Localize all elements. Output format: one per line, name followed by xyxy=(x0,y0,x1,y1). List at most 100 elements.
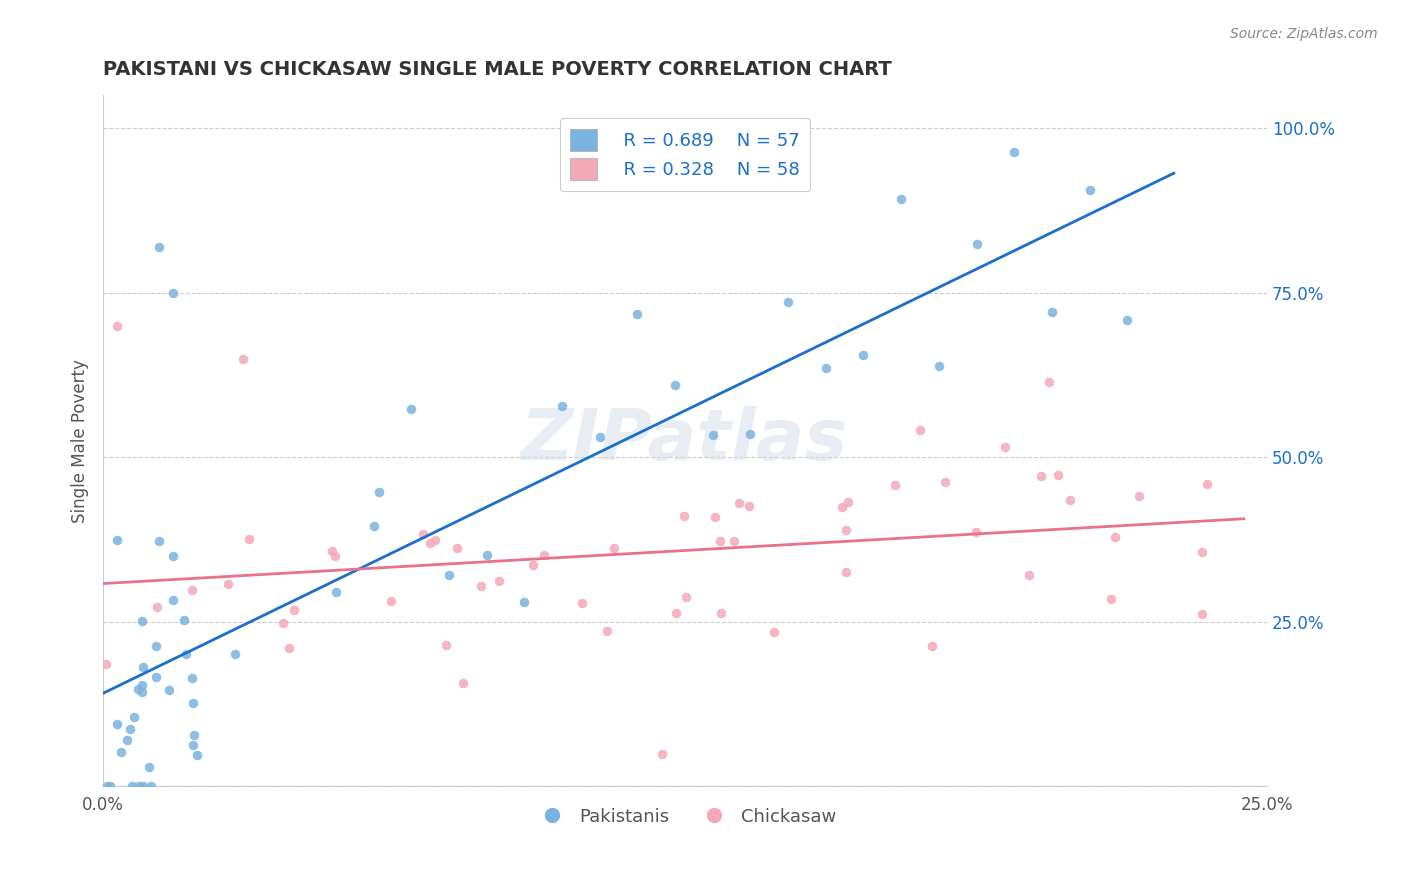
Point xyxy=(934,475,956,489)
Point xyxy=(186,747,208,762)
Point xyxy=(1116,313,1139,327)
Point xyxy=(94,657,117,672)
Point xyxy=(173,613,195,627)
Point xyxy=(105,533,128,548)
Point xyxy=(412,526,434,541)
Point xyxy=(883,478,905,492)
Point xyxy=(181,697,204,711)
Point xyxy=(475,548,498,562)
Point xyxy=(852,348,875,362)
Point xyxy=(399,401,422,416)
Point xyxy=(673,509,696,524)
Point xyxy=(148,534,170,549)
Point xyxy=(146,600,169,615)
Point xyxy=(323,549,346,564)
Point xyxy=(831,500,853,514)
Point xyxy=(533,549,555,563)
Point xyxy=(98,780,121,794)
Point xyxy=(1002,145,1025,159)
Point xyxy=(105,318,128,333)
Point xyxy=(702,427,724,442)
Point xyxy=(522,558,544,573)
Point xyxy=(446,541,468,555)
Point xyxy=(120,722,142,736)
Point xyxy=(217,577,239,591)
Point xyxy=(321,544,343,558)
Point xyxy=(110,745,132,759)
Point xyxy=(835,566,858,580)
Point xyxy=(131,678,153,692)
Point xyxy=(325,584,347,599)
Point xyxy=(1040,305,1063,319)
Point xyxy=(595,624,617,639)
Point xyxy=(1029,468,1052,483)
Point xyxy=(651,747,673,761)
Point xyxy=(513,595,536,609)
Point xyxy=(1197,477,1219,491)
Point xyxy=(1104,530,1126,544)
Point xyxy=(162,285,184,300)
Point xyxy=(224,647,246,661)
Point xyxy=(921,639,943,653)
Point xyxy=(890,192,912,206)
Point xyxy=(603,541,626,555)
Point xyxy=(814,360,837,375)
Point xyxy=(145,670,167,684)
Point xyxy=(121,780,143,794)
Point xyxy=(180,582,202,597)
Point xyxy=(117,733,139,747)
Point xyxy=(131,614,153,628)
Point xyxy=(132,780,155,794)
Point xyxy=(551,399,574,413)
Point xyxy=(966,237,988,252)
Point xyxy=(763,625,786,640)
Point xyxy=(283,602,305,616)
Legend: Pakistanis, Chickasaw: Pakistanis, Chickasaw xyxy=(526,800,844,833)
Point xyxy=(419,536,441,550)
Point xyxy=(145,639,167,653)
Point xyxy=(1128,489,1150,503)
Point xyxy=(738,499,761,513)
Point xyxy=(271,615,294,630)
Point xyxy=(626,306,648,320)
Point xyxy=(232,351,254,366)
Point xyxy=(183,728,205,742)
Point xyxy=(1018,568,1040,582)
Point xyxy=(131,685,153,699)
Point xyxy=(704,510,727,524)
Point xyxy=(138,760,160,774)
Point xyxy=(437,567,460,582)
Point xyxy=(1099,591,1122,606)
Point xyxy=(128,780,150,794)
Point xyxy=(451,675,474,690)
Point xyxy=(589,430,612,444)
Point xyxy=(148,240,170,254)
Point xyxy=(1038,376,1060,390)
Point xyxy=(162,549,184,563)
Point xyxy=(238,533,260,547)
Point xyxy=(127,682,149,697)
Point xyxy=(488,574,510,588)
Point xyxy=(994,441,1017,455)
Point xyxy=(1059,493,1081,508)
Point xyxy=(139,780,162,794)
Point xyxy=(571,596,593,610)
Point xyxy=(908,423,931,437)
Point xyxy=(675,590,697,604)
Point xyxy=(380,594,402,608)
Point xyxy=(665,606,688,620)
Point xyxy=(162,593,184,607)
Point xyxy=(1046,468,1069,483)
Point xyxy=(105,716,128,731)
Point xyxy=(740,427,762,442)
Point xyxy=(723,533,745,548)
Point xyxy=(965,524,987,539)
Point xyxy=(1191,607,1213,621)
Point xyxy=(710,606,733,620)
Point xyxy=(434,638,457,652)
Point xyxy=(132,660,155,674)
Point xyxy=(664,377,686,392)
Point xyxy=(837,495,859,509)
Point xyxy=(124,709,146,723)
Point xyxy=(157,682,180,697)
